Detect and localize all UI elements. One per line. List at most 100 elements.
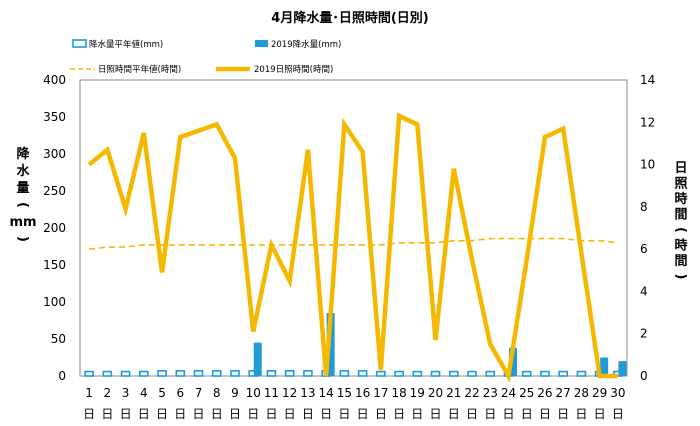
left-tick-label: 150 [43,258,66,272]
right-tick-label: 0 [640,369,648,383]
x-tick-label: 10 [246,386,261,400]
normal-precip-bar [430,370,441,377]
normal-precip-bar [394,370,404,377]
x-tick-suffix: 日 [539,407,551,421]
x-tick-label: 18 [391,386,406,400]
precip-bar [508,347,517,376]
left-tick-label: 250 [43,184,66,198]
normal-precip-bar [193,370,204,377]
x-tick-label: 27 [556,386,571,400]
x-tick-suffix: 日 [357,407,369,421]
left-tick-label: 350 [43,110,66,124]
normal-precip-bar [357,370,368,377]
x-tick-label: 25 [519,386,534,400]
x-tick-label: 19 [410,386,425,400]
x-tick-label: 22 [464,386,479,400]
right-axis-label-char: 間 [674,208,687,223]
right-tick-label: 4 [640,284,648,298]
legend-label-sunshine: 2019日照時間(時間) [254,65,333,75]
left-tick-label: 300 [43,147,66,161]
left-axis-label-char: ( [15,202,30,208]
legend-label-normal-precip: 降水量平年値(mm) [89,39,163,50]
x-tick-label: 30 [610,386,625,400]
right-axis-label-char: ) [673,274,688,280]
normal-precip-bar [266,370,277,377]
normal-precip-bar [102,370,113,377]
left-tick-label: 0 [58,369,66,383]
x-tick-suffix: 日 [83,407,95,421]
normal-precip-bar [558,370,568,377]
x-tick-label: 17 [373,386,388,400]
x-tick-suffix: 日 [411,407,423,421]
normal-precip-bar [157,370,167,377]
x-tick-label: 12 [282,386,297,400]
x-tick-label: 5 [158,386,166,400]
x-tick-suffix: 日 [557,407,569,421]
legend-label-precip: 2019降水量(mm) [271,39,341,50]
x-tick-label: 1 [85,386,93,400]
x-tick-suffix: 日 [156,407,168,421]
x-tick-label: 16 [355,386,370,400]
left-tick-label: 50 [51,332,66,346]
right-tick-label: 14 [640,73,655,87]
right-tick-label: 12 [640,115,655,129]
x-tick-suffix: 日 [174,407,186,421]
normal-precip-bar [339,370,350,377]
x-tick-suffix: 日 [594,407,606,421]
legend-swatch-precip [255,40,268,47]
left-tick-label: 400 [43,73,66,87]
x-tick-label: 7 [195,386,203,400]
x-tick-label: 24 [501,386,516,400]
normal-precip-bar [376,370,386,377]
normal-precip-bar [303,370,313,377]
legend: 降水量平年値(mm) 2019降水量(mm) 日照時間平年値(時間) 2019日照時間… [70,39,341,75]
x-tick-suffix: 日 [430,407,442,421]
x-tick-suffix: 日 [466,407,478,421]
normal-precip-bar [284,370,295,377]
plot-area [79,79,628,383]
normal-precip-bar [139,370,149,377]
left-axis-label-char: 量 [16,181,29,196]
x-tick-suffix: 日 [612,407,624,421]
precip-bar [618,361,627,376]
right-axis-label-char: ( [673,227,688,233]
normal-precip-bar [576,370,587,377]
x-tick-label: 21 [446,386,461,400]
legend-swatch-normal-precip [72,39,87,48]
x-tick-suffix: 日 [265,407,277,421]
axes: 05010015020025030035040002468101214降水量(m… [9,73,688,421]
left-axis-label-char: mm [9,215,36,230]
normal-precip-bar [230,370,240,377]
x-tick-label: 13 [300,386,315,400]
normal-precip-bar [540,370,550,377]
x-tick-label: 3 [122,386,130,400]
x-tick-suffix: 日 [229,407,241,421]
right-axis-label-char: 日 [674,161,687,176]
x-tick-suffix: 日 [138,407,150,421]
right-tick-label: 8 [640,200,648,214]
left-axis-label-char: 水 [16,163,30,179]
x-tick-label: 9 [231,386,239,400]
normal-precip-bar [467,370,477,377]
x-tick-suffix: 日 [448,407,460,421]
x-tick-suffix: 日 [338,407,350,421]
normal-precip-bar [485,370,496,377]
x-tick-suffix: 日 [302,407,314,421]
x-tick-suffix: 日 [484,407,496,421]
x-tick-label: 8 [213,386,221,400]
x-tick-label: 28 [574,386,589,400]
left-tick-label: 200 [43,221,66,235]
x-tick-label: 23 [483,386,498,400]
x-tick-label: 4 [140,386,148,400]
left-axis-label-char: 降 [16,146,30,162]
right-axis-label-char: 間 [674,254,687,269]
left-axis-label-char: ) [15,236,30,242]
legend-label-normal-sunshine: 日照時間平年値(時間) [98,64,181,75]
chart-title: 4月降水量･日照時間(日別) [271,10,428,26]
x-tick-label: 29 [592,386,607,400]
plot-frame [79,79,628,377]
x-tick-suffix: 日 [193,407,205,421]
x-tick-suffix: 日 [284,407,296,421]
